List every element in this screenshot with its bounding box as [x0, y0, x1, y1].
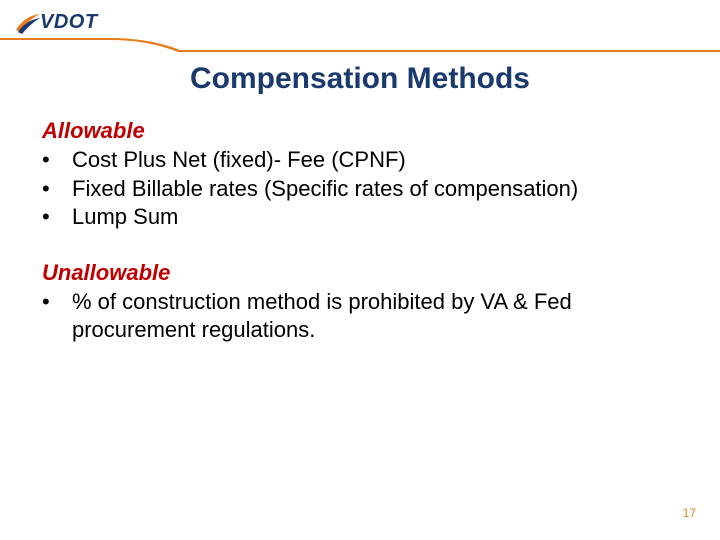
bullet-marker: •	[42, 288, 72, 317]
slide-header: VDOT	[0, 0, 720, 60]
bullet-marker: •	[42, 146, 72, 175]
bullet-text: Lump Sum	[72, 203, 690, 232]
bullet-text: Cost Plus Net (fixed)- Fee (CPNF)	[72, 146, 690, 175]
logo-swoosh-icon	[14, 8, 42, 36]
bullet-text: % of construction method is prohibited b…	[72, 288, 690, 345]
bullet-list-unallowable: • % of construction method is prohibited…	[42, 288, 690, 345]
page-number: 17	[683, 506, 696, 520]
section-heading-allowable: Allowable	[42, 118, 690, 144]
list-item: • % of construction method is prohibited…	[42, 288, 690, 345]
header-divider-bar	[0, 38, 720, 52]
list-item: • Lump Sum	[42, 203, 690, 232]
section-heading-unallowable: Unallowable	[42, 260, 690, 286]
slide-title: Compensation Methods	[0, 62, 720, 96]
slide-content: Allowable • Cost Plus Net (fixed)- Fee (…	[42, 118, 690, 373]
bullet-marker: •	[42, 203, 72, 232]
bullet-marker: •	[42, 175, 72, 204]
list-item: • Fixed Billable rates (Specific rates o…	[42, 175, 690, 204]
bullet-list-allowable: • Cost Plus Net (fixed)- Fee (CPNF) • Fi…	[42, 146, 690, 232]
bullet-text: Fixed Billable rates (Specific rates of …	[72, 175, 690, 204]
list-item: • Cost Plus Net (fixed)- Fee (CPNF)	[42, 146, 690, 175]
logo-text: VDOT	[40, 11, 98, 34]
vdot-logo: VDOT	[14, 8, 98, 36]
slide-container: VDOT Compensation Methods Allowable • Co…	[0, 0, 720, 540]
